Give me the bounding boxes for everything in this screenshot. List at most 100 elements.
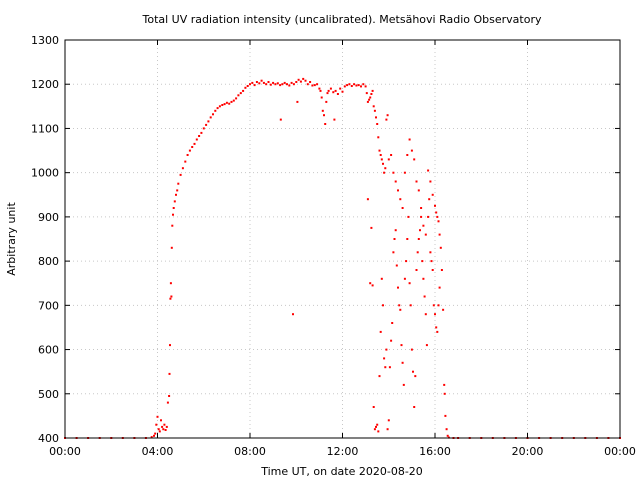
y-tick-label: 1100 [31, 122, 59, 135]
data-point [393, 238, 396, 240]
data-point [168, 372, 171, 375]
data-point [424, 233, 427, 236]
data-point [295, 81, 298, 83]
data-point [228, 102, 231, 105]
data-point [373, 428, 376, 431]
data-point [410, 149, 413, 152]
data-point [346, 84, 349, 87]
data-point [286, 83, 288, 86]
data-point [246, 85, 249, 87]
data-point [429, 251, 432, 254]
data-point [437, 304, 440, 307]
data-point [383, 171, 386, 174]
data-point [413, 158, 416, 161]
data-point [375, 116, 377, 119]
data-point [350, 85, 353, 87]
data-point [158, 430, 161, 433]
data-point [406, 154, 409, 156]
data-point [403, 171, 406, 174]
data-point [326, 92, 329, 95]
data-point [157, 428, 160, 431]
data-point [255, 81, 258, 83]
data-point [355, 84, 358, 87]
data-point [177, 182, 180, 185]
data-point [225, 101, 228, 104]
data-point [290, 81, 293, 84]
data-point [379, 330, 382, 333]
data-point [421, 260, 424, 263]
data-point [237, 94, 240, 97]
data-point [442, 308, 445, 311]
data-point [161, 425, 164, 428]
data-point [436, 330, 439, 333]
data-point [397, 286, 399, 289]
data-point [249, 83, 251, 86]
data-point [391, 322, 394, 324]
x-tick-label: 12:00 [327, 445, 359, 458]
data-point [274, 83, 277, 86]
data-point [399, 308, 402, 311]
data-point [332, 91, 335, 94]
data-point [438, 286, 441, 289]
data-point [435, 326, 438, 329]
grid-lines [65, 40, 620, 438]
data-point [191, 146, 194, 148]
data-point [428, 198, 431, 201]
data-point [431, 269, 434, 271]
y-tick-label: 800 [38, 255, 59, 268]
data-point [262, 81, 265, 84]
data-point [216, 107, 219, 110]
data-point [304, 79, 307, 82]
data-point [429, 180, 432, 183]
data-point [422, 224, 425, 227]
data-point [390, 339, 393, 342]
data-point [188, 149, 191, 152]
data-point [166, 401, 169, 404]
data-point [413, 406, 416, 408]
data-point [296, 100, 299, 103]
data-point [372, 406, 375, 408]
data-point [368, 98, 371, 101]
data-point [239, 92, 242, 95]
data-point [283, 81, 286, 84]
data-point [379, 154, 382, 156]
data-point [436, 215, 439, 218]
data-point [394, 180, 397, 183]
data-point [385, 348, 388, 351]
data-point [341, 90, 344, 93]
data-point [153, 434, 155, 437]
data-point [445, 428, 448, 431]
data-point [378, 375, 381, 378]
x-tick-label: 20:00 [512, 445, 544, 458]
x-tick-label: 00:00 [49, 445, 81, 458]
data-point [412, 370, 414, 373]
data-point [265, 83, 268, 86]
data-point [414, 375, 417, 378]
data-point [181, 167, 184, 170]
data-point [329, 87, 332, 90]
y-tick-label: 500 [38, 388, 59, 401]
data-point [327, 89, 330, 92]
data-point [401, 207, 404, 209]
data-point [423, 295, 426, 298]
data-point [230, 100, 233, 103]
data-point [370, 93, 373, 95]
y-tick-label: 700 [38, 299, 59, 312]
data-point [369, 96, 372, 99]
data-point [362, 83, 365, 86]
data-point [202, 127, 205, 130]
data-point [260, 79, 263, 82]
data-point [212, 113, 214, 116]
data-point [425, 344, 428, 347]
data-point [392, 171, 395, 174]
data-point [420, 207, 423, 209]
data-point [415, 180, 418, 183]
data-point [392, 251, 395, 254]
data-point [422, 277, 425, 280]
data-point [407, 215, 410, 218]
data-point [390, 154, 393, 156]
data-point [175, 193, 177, 196]
y-tick-label: 900 [38, 211, 59, 224]
data-point [398, 304, 401, 307]
